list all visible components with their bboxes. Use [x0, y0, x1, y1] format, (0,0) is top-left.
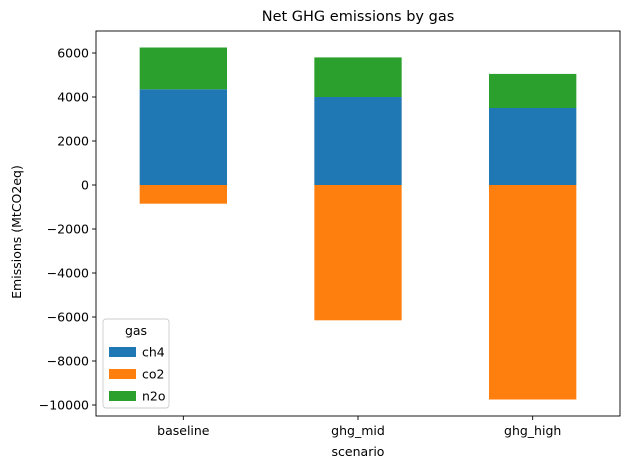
y-tick-label: 6000 [57, 46, 89, 61]
x-axis-label: scenario [332, 444, 385, 459]
bar-ch4-ghg_mid [314, 97, 402, 185]
legend-box [102, 318, 170, 409]
y-tick-label: 4000 [57, 90, 89, 105]
legend-swatch-co2 [109, 369, 136, 379]
y-tick-label: 0 [81, 178, 89, 193]
y-tick-label: −2000 [47, 222, 89, 237]
y-tick-label: −10000 [39, 398, 89, 413]
legend-label-co2: co2 [142, 367, 164, 382]
y-tick-label: −6000 [47, 310, 89, 325]
bar-co2-ghg_mid [314, 185, 402, 321]
legend-swatch-n2o [109, 391, 136, 401]
y-tick-label: −8000 [47, 354, 89, 369]
y-axis-label: Emissions (MtCO2eq) [9, 165, 24, 299]
bar-ch4-ghg_high [489, 108, 577, 185]
bar-n2o-ghg_mid [314, 57, 402, 97]
bar-co2-ghg_high [489, 185, 577, 400]
legend-swatch-ch4 [109, 347, 136, 357]
legend-label-ch4: ch4 [142, 345, 165, 360]
legend: gas ch4 co2 n2o [102, 318, 170, 409]
bar-n2o-baseline [139, 47, 227, 90]
bar-ch4-baseline [139, 89, 227, 185]
y-tick-label: 2000 [57, 134, 89, 149]
chart-title: Net GHG emissions by gas [262, 9, 455, 25]
x-tick-label: ghg_mid [331, 423, 385, 438]
axes-layer: −10000 −8000 −6000 −4000 −2000 0 2000 4000 6000 b… [39, 30, 621, 438]
bar-n2o-ghg_high [489, 73, 577, 108]
legend-label-n2o: n2o [142, 389, 166, 404]
x-tick-label: ghg_high [504, 423, 561, 438]
y-tick-label: −4000 [47, 266, 89, 281]
x-tick-label: baseline [157, 423, 210, 438]
bar-co2-baseline [139, 185, 227, 204]
bars-layer [139, 47, 577, 400]
legend-title: gas [125, 323, 147, 338]
